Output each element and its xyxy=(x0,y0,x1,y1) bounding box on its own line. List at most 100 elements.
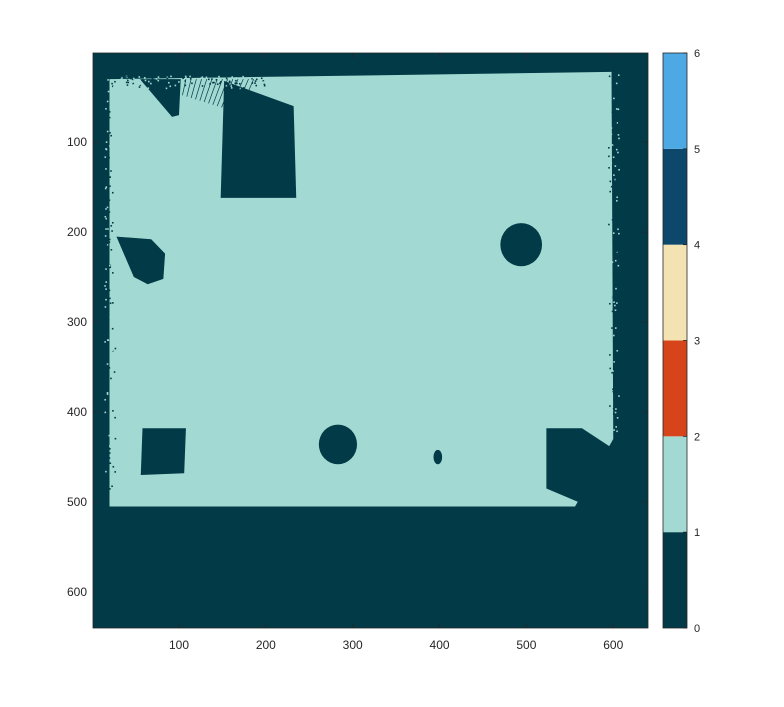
heatmap-region-4 xyxy=(500,223,543,267)
speckle-dot xyxy=(131,78,134,81)
speckle-dot xyxy=(611,144,614,146)
speckle-dot xyxy=(200,77,202,79)
speckle-dot xyxy=(109,101,112,103)
speckle-dot xyxy=(110,465,112,468)
axes-frame xyxy=(92,52,649,629)
speckle-dot xyxy=(109,106,111,108)
speckle-dot xyxy=(157,79,160,82)
speckle-dot xyxy=(112,150,115,153)
speckle-dot xyxy=(108,264,111,267)
speckle-dot xyxy=(615,426,618,428)
speckle-dot xyxy=(228,80,231,83)
speckle-dot xyxy=(609,180,612,183)
speckle-dot xyxy=(612,370,614,372)
speckle-dot xyxy=(105,228,107,230)
speckle-dot xyxy=(113,85,115,88)
speckle-dot xyxy=(612,390,615,393)
speckle-dot xyxy=(230,87,233,89)
speckle-dot xyxy=(111,378,113,380)
speckle-dot xyxy=(614,411,617,414)
speckle-dot xyxy=(151,78,154,81)
speckle-dot xyxy=(616,302,618,304)
speckle-dot xyxy=(608,292,610,295)
speckle-dot xyxy=(609,405,611,407)
speckle-dot xyxy=(148,82,151,85)
speckle-dot xyxy=(110,225,113,227)
plot-area xyxy=(92,52,649,629)
speckle-dot xyxy=(108,241,111,243)
speckle-dot xyxy=(616,360,618,362)
speckle-dot xyxy=(106,384,109,387)
speckle-dot xyxy=(107,228,109,230)
speckle-dot xyxy=(613,399,615,401)
speckle-dot xyxy=(189,75,191,78)
speckle-dot xyxy=(243,86,245,89)
speckle-dot xyxy=(106,245,109,248)
speckle-dot xyxy=(609,302,611,305)
speckle-dot xyxy=(127,81,130,84)
colorbar-segment-5 xyxy=(663,53,687,149)
speckle-dot xyxy=(112,302,114,304)
speckle-dot xyxy=(127,79,129,82)
speckle-line xyxy=(238,78,255,113)
speckle-dot xyxy=(150,85,152,88)
speckle-dot xyxy=(612,266,615,269)
speckle-dot xyxy=(108,238,111,241)
speckle-dot xyxy=(105,108,107,110)
speckle-dot xyxy=(130,86,133,89)
speckle-dot xyxy=(617,108,620,111)
speckle-dot xyxy=(609,116,611,118)
speckle-dot xyxy=(229,81,231,84)
speckle-dot xyxy=(608,147,610,149)
speckle-dot xyxy=(191,87,193,90)
colorbar-segment-3 xyxy=(663,244,687,341)
speckle-dot xyxy=(104,187,107,190)
speckle-line xyxy=(195,78,202,100)
speckle-dot xyxy=(106,130,109,133)
speckle-dot xyxy=(239,82,241,85)
speckle-dot xyxy=(113,332,116,335)
speckle-dot xyxy=(201,85,204,87)
speckle-dot xyxy=(109,176,112,178)
speckle-dot xyxy=(616,430,618,433)
y-axis: 100 200 300 400 500 600 xyxy=(67,135,648,599)
speckle-dot xyxy=(189,78,192,80)
speckle-dot xyxy=(184,75,187,78)
speckle-dot xyxy=(112,154,115,157)
speckle-dot xyxy=(618,395,620,397)
speckle-dot xyxy=(107,91,110,94)
speckle-dot xyxy=(617,151,619,154)
speckle-dot xyxy=(615,374,618,376)
speckle-dot xyxy=(261,86,263,88)
speckle-dot xyxy=(109,80,112,83)
speckle-dot xyxy=(166,85,169,88)
speckle-dot xyxy=(613,97,615,100)
heatmap-speckle xyxy=(104,74,620,495)
speckle-dot xyxy=(201,76,204,78)
speckle-dot xyxy=(218,80,220,83)
speckle-dot xyxy=(618,245,620,248)
speckle-dot xyxy=(617,134,620,136)
speckle-dot xyxy=(109,445,111,447)
speckle-dot xyxy=(106,392,109,394)
speckle-dot xyxy=(614,196,616,198)
colorbar-segment-1 xyxy=(663,436,687,533)
speckle-dot xyxy=(105,450,107,453)
speckle-dot xyxy=(615,148,618,151)
speckle-dot xyxy=(618,168,620,171)
speckle-dot xyxy=(616,364,619,367)
speckle-dot xyxy=(114,416,116,419)
speckle-dot xyxy=(255,84,258,87)
speckle-dot xyxy=(212,81,214,84)
speckle-dot xyxy=(109,297,111,300)
speckle-dot xyxy=(225,77,228,80)
speckle-dot xyxy=(609,367,612,370)
speckle-dot xyxy=(615,399,618,402)
speckle-dot xyxy=(616,121,618,124)
speckle-dot xyxy=(615,121,617,124)
speckle-dot xyxy=(109,462,112,465)
speckle-dot xyxy=(112,378,115,381)
colorbar-segment-4 xyxy=(663,148,687,245)
speckle-dot xyxy=(108,434,111,437)
speckle-dot xyxy=(188,83,190,85)
